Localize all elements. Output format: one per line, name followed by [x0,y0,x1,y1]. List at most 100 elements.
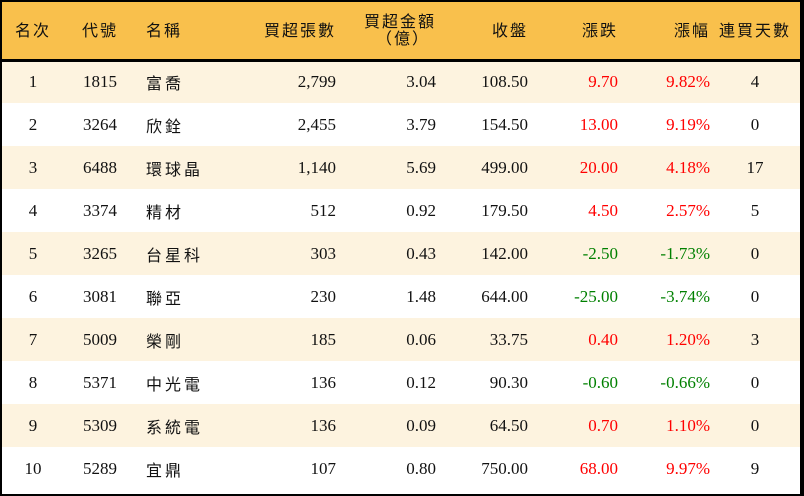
cell-change: 20.00 [579,157,618,177]
cell-change-pct: -0.66% [660,372,710,392]
cell-rank: 10 [24,458,42,478]
cell-code: 3265 [83,243,117,263]
table-row: 1 1815 富喬 2,799 3.04 108.50 9.70 9.82% 4 [2,60,800,103]
cell-net-buy-lots: 185 [310,329,337,349]
cell-close: 179.50 [481,200,528,220]
cell-rank: 1 [28,72,38,92]
cell-name: 系統電 [146,417,204,437]
header-row: 名次 代號 名稱 買超張數 買超金額 （億） 收盤 漲跌 漲幅 連買天數 [2,2,800,60]
header-code: 代號 [81,20,118,40]
cell-rank: 2 [28,114,38,134]
cell-change: -2.50 [582,243,618,263]
table-row: 8 5371 中光電 136 0.12 90.30 -0.60 -0.66% 0 [2,361,800,404]
cell-close: 33.75 [489,329,528,349]
cell-rank: 8 [28,372,38,392]
header-net-buy-amount: 買超金額 （億） [336,2,436,60]
cell-net-buy-lots: 2,455 [297,114,336,134]
cell-net-buy-lots: 2,799 [297,72,336,92]
cell-net-buy-lots: 303 [310,243,337,263]
cell-rank: 7 [28,329,38,349]
table-row: 4 3374 精材 512 0.92 179.50 4.50 2.57% 5 [2,189,800,232]
cell-consecutive-days: 0 [750,286,760,306]
cell-consecutive-days: 0 [750,243,760,263]
header-rank: 名次 [14,20,51,40]
cell-close: 499.00 [481,157,528,177]
cell-net-buy-amount: 0.80 [406,458,436,478]
cell-rank: 9 [28,415,38,435]
cell-change-pct: 9.19% [666,114,710,134]
cell-net-buy-lots: 107 [310,458,337,478]
cell-net-buy-amount: 3.04 [406,72,436,92]
cell-net-buy-amount: 0.92 [406,200,436,220]
cell-name: 精材 [146,202,185,222]
header-change: 漲跌 [581,20,618,40]
header-close: 收盤 [491,20,528,40]
cell-name: 環球晶 [146,159,204,179]
cell-rank: 3 [28,157,38,177]
cell-name: 台星科 [146,245,204,265]
cell-close: 142.00 [481,243,528,263]
cell-code: 1815 [83,72,117,92]
cell-net-buy-lots: 1,140 [297,157,336,177]
cell-change-pct: 1.20% [666,329,710,349]
cell-consecutive-days: 0 [750,372,760,392]
cell-change: 13.00 [579,114,618,134]
cell-change-pct: 4.18% [666,157,710,177]
cell-change: 0.40 [588,329,618,349]
cell-code: 5371 [83,372,117,392]
cell-consecutive-days: 4 [750,72,760,92]
cell-change: -0.60 [582,372,618,392]
cell-change: -25.00 [574,286,618,306]
cell-net-buy-amount: 0.09 [406,415,436,435]
cell-consecutive-days: 3 [750,329,760,349]
cell-change-pct: 9.97% [666,458,710,478]
cell-close: 108.50 [481,72,528,92]
cell-code: 3264 [83,114,117,134]
cell-rank: 4 [28,200,38,220]
cell-close: 154.50 [481,114,528,134]
table-row: 3 6488 環球晶 1,140 5.69 499.00 20.00 4.18% 17 [2,146,800,189]
header-name: 名稱 [146,20,183,40]
cell-net-buy-amount: 0.12 [406,372,436,392]
cell-net-buy-lots: 230 [310,286,337,306]
cell-net-buy-amount: 5.69 [406,157,436,177]
cell-rank: 5 [28,243,38,263]
cell-code: 6488 [83,157,117,177]
cell-change: 4.50 [588,200,618,220]
net-buy-ranking-table: 名次 代號 名稱 買超張數 買超金額 （億） 收盤 漲跌 漲幅 連買天數 1 18… [2,2,800,490]
cell-change-pct: -1.73% [660,243,710,263]
table-row: 10 5289 宜鼎 107 0.80 750.00 68.00 9.97% 9 [2,447,800,490]
cell-name: 中光電 [146,374,204,394]
header-net-buy-amount-line2: （億） [375,29,430,49]
table-row: 7 5009 榮剛 185 0.06 33.75 0.40 1.20% 3 [2,318,800,361]
cell-consecutive-days: 0 [750,114,760,134]
header-net-buy-amount-line1: 買超金額 [363,12,436,32]
cell-change: 9.70 [588,72,618,92]
cell-rank: 6 [28,286,38,306]
table-row: 2 3264 欣銓 2,455 3.79 154.50 13.00 9.19% 0 [2,103,800,146]
cell-code: 3081 [83,286,117,306]
header-consecutive-days: 連買天數 [718,20,791,40]
cell-code: 5009 [83,329,117,349]
cell-change-pct: -3.74% [660,286,710,306]
cell-code: 5289 [83,458,117,478]
cell-net-buy-amount: 0.43 [406,243,436,263]
cell-change: 0.70 [588,415,618,435]
cell-change-pct: 2.57% [666,200,710,220]
cell-net-buy-lots: 512 [310,200,337,220]
cell-change-pct: 1.10% [666,415,710,435]
cell-net-buy-lots: 136 [310,415,337,435]
cell-consecutive-days: 17 [746,157,764,177]
table-row: 9 5309 系統電 136 0.09 64.50 0.70 1.10% 0 [2,404,800,447]
cell-name: 富喬 [146,74,185,94]
cell-net-buy-amount: 0.06 [406,329,436,349]
cell-name: 榮剛 [146,331,185,351]
table-row: 6 3081 聯亞 230 1.48 644.00 -25.00 -3.74% 0 [2,275,800,318]
cell-name: 宜鼎 [146,460,185,480]
cell-change: 68.00 [579,458,618,478]
cell-close: 64.50 [489,415,528,435]
cell-close: 90.30 [489,372,528,392]
cell-net-buy-amount: 3.79 [406,114,436,134]
cell-consecutive-days: 5 [750,200,760,220]
